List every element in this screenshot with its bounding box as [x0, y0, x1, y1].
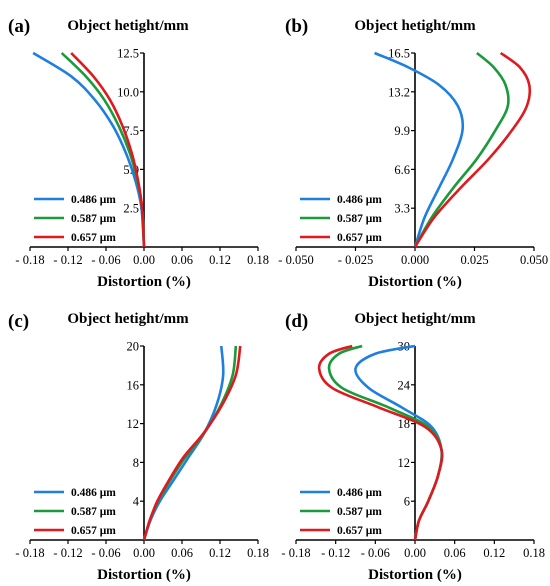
x-tick-label: 0.000: [401, 253, 429, 267]
series-line-1: [374, 51, 465, 248]
y-tick-label: 12: [398, 456, 411, 470]
series-line-3: [413, 51, 532, 248]
y-tick-label: 8: [133, 456, 139, 470]
x-tick-label: 0.06: [444, 546, 466, 560]
y-tick-label: 16.5: [388, 47, 410, 61]
y-tick-label: 12: [127, 417, 140, 431]
x-tick-label: 0.18: [247, 253, 269, 267]
x-tick-label: - 0.06: [91, 546, 120, 560]
legend-label: 0.587 μm: [337, 506, 382, 518]
x-tick-label: 0.06: [171, 253, 193, 267]
chart-panel-4: (d) Object hetight/mm - 0.18 - 0.12 - 0.06 0.…: [281, 311, 545, 583]
x-axis-label: Distortion (%): [97, 274, 191, 290]
series-line-2: [413, 51, 510, 248]
y-tick-label: 16: [127, 378, 140, 392]
y-tick-label: 6: [404, 495, 410, 509]
x-tick-label: - 0.12: [321, 546, 350, 560]
panel-label: (b): [285, 16, 308, 37]
x-tick-label: 0.12: [209, 546, 231, 560]
x-tick-label: 0.00: [404, 546, 426, 560]
series-line-1: [142, 345, 225, 541]
x-tick-label: - 0.06: [91, 253, 120, 267]
y-tick-label: 12.5: [117, 47, 139, 61]
legend-label: 0.657 μm: [71, 232, 116, 244]
legend-label: 0.486 μm: [71, 194, 116, 206]
x-tick-label: 0.12: [483, 546, 505, 560]
panel-label: (c): [8, 311, 29, 332]
x-tick-label: - 0.12: [53, 253, 82, 267]
series-line-3: [142, 345, 242, 541]
legend-label: 0.657 μm: [337, 525, 382, 537]
x-tick-label: - 0.06: [361, 546, 390, 560]
panel-title: Object hetight/mm: [67, 311, 189, 327]
legend-label: 0.587 μm: [71, 213, 116, 225]
x-tick-label: 0.00: [133, 253, 155, 267]
legend-label: 0.486 μm: [71, 487, 116, 499]
x-tick-label: - 0.18: [15, 253, 44, 267]
y-tick-label: 9.9: [394, 124, 410, 138]
legend-label: 0.657 μm: [71, 525, 116, 537]
panel-label: (a): [8, 16, 30, 37]
series-line-3: [317, 344, 444, 541]
x-tick-label: 0.06: [171, 546, 193, 560]
panel-title: Object hetight/mm: [67, 18, 189, 34]
x-tick-label: 0.050: [520, 253, 548, 267]
x-tick-label: - 0.12: [53, 546, 82, 560]
series-line-3: [70, 52, 146, 248]
legend-label: 0.587 μm: [71, 506, 116, 518]
x-tick-label: 0.025: [460, 253, 488, 267]
x-axis-label: Distortion (%): [97, 567, 191, 583]
y-tick-label: 3.3: [394, 202, 410, 216]
panel-label: (d): [285, 311, 308, 332]
y-tick-label: 24: [398, 378, 411, 392]
x-tick-label: - 0.050: [278, 253, 313, 267]
chart-panel-1: (a) Object hetight/mm - 0.18 - 0.12 - 0.06 0.…: [8, 16, 269, 290]
legend-label: 0.486 μm: [337, 487, 382, 499]
x-tick-label: - 0.18: [15, 546, 44, 560]
panel-title: Object hetight/mm: [354, 311, 476, 327]
y-tick-label: 18: [398, 417, 411, 431]
x-tick-label: 0.18: [247, 546, 269, 560]
legend-label: 0.587 μm: [337, 213, 382, 225]
y-tick-label: 20: [127, 340, 140, 354]
chart-panel-3: (c) Object hetight/mm - 0.18 - 0.12 - 0.06 0.…: [8, 311, 269, 583]
chart-panel-2: (b) Object hetight/mm - 0.050 - 0.025 0.000 0…: [278, 16, 548, 290]
legend-label: 0.486 μm: [337, 194, 382, 206]
y-tick-label: 7.5: [123, 124, 139, 138]
x-axis-label: Distortion (%): [368, 567, 462, 583]
legend-label: 0.657 μm: [337, 232, 382, 244]
panel-title: Object hetight/mm: [354, 18, 476, 34]
x-tick-label: 0.00: [133, 546, 155, 560]
x-tick-label: - 0.025: [338, 253, 373, 267]
x-axis-label: Distortion (%): [368, 274, 462, 290]
y-tick-label: 4: [133, 495, 140, 509]
x-tick-label: 0.12: [209, 253, 231, 267]
y-tick-label: 13.2: [388, 85, 410, 99]
y-tick-label: 2.5: [123, 202, 139, 216]
y-tick-label: 6.6: [394, 163, 410, 177]
x-tick-label: - 0.18: [281, 546, 310, 560]
x-tick-label: 0.18: [523, 546, 545, 560]
y-tick-label: 10.0: [117, 85, 139, 99]
